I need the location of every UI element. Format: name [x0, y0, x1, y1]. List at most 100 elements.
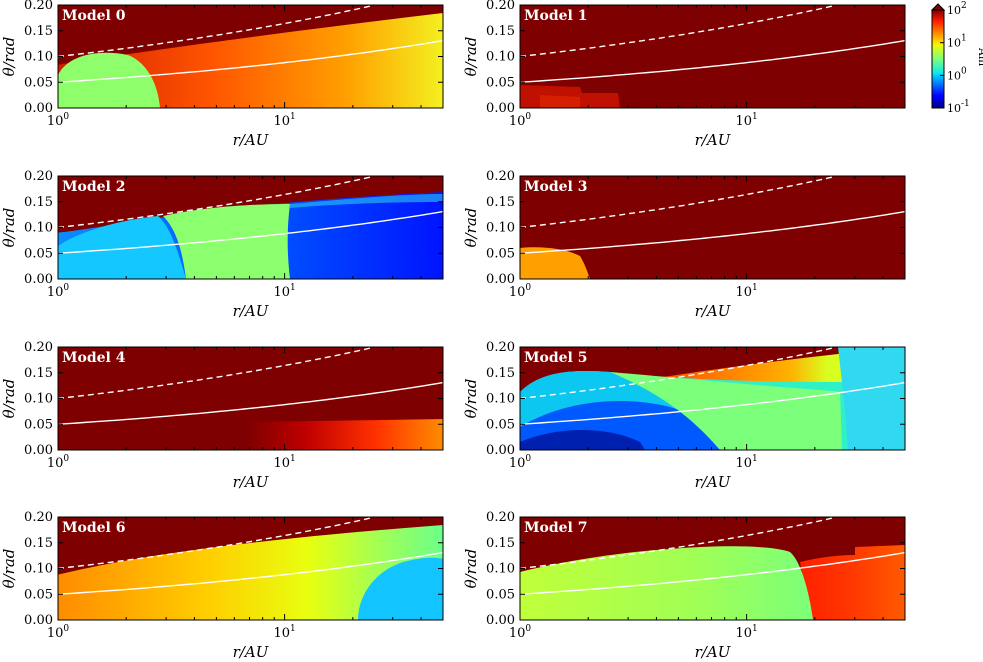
y-axis-label: θ/rad	[462, 208, 480, 248]
solid-curve	[520, 39, 905, 83]
heatmap-2	[58, 176, 443, 279]
colorbar-tick-label: 101	[947, 34, 967, 50]
x-axis-label: r/AU	[695, 302, 732, 320]
panel-0: 0.00 0.05 0.10 0.15 0.20 100 101 Model 0 r/AU θ/r…	[0, 0, 444, 149]
x-tick-label: 100	[47, 112, 70, 129]
y-tick-label: 0.05	[486, 246, 515, 261]
y-tick-label: 0.05	[24, 587, 53, 602]
color-region	[838, 347, 905, 450]
x-axis-label: r/AU	[695, 131, 732, 149]
color-region	[800, 545, 905, 620]
y-tick-label: 0.20	[24, 169, 53, 184]
y-tick-label: 0.20	[24, 340, 53, 355]
y-axis-label: θ/rad	[462, 379, 480, 419]
color-region	[163, 204, 290, 279]
color-region	[248, 419, 443, 450]
y-tick-label: 0.10	[486, 562, 515, 577]
x-axis-label: r/AU	[233, 643, 270, 661]
color-region	[58, 525, 443, 620]
panel-title: Model 4	[62, 350, 126, 366]
x-tick-label: 100	[509, 283, 532, 300]
solid-curve	[520, 551, 905, 595]
x-tick-label: 101	[273, 624, 295, 641]
panel-title: Model 6	[62, 520, 125, 536]
heatmap-4	[58, 347, 443, 450]
heatmap-6	[58, 517, 443, 620]
y-tick-label: 0.05	[24, 75, 53, 90]
colorbar-tick-label: 100	[947, 66, 967, 82]
solid-curve	[520, 381, 905, 425]
y-tick-label: 0.15	[486, 366, 515, 381]
y-tick-label: 0.00	[24, 101, 53, 116]
x-tick-label: 101	[273, 454, 295, 471]
x-axis-label: r/AU	[695, 643, 732, 661]
heatmap-0	[58, 5, 443, 108]
solid-curve	[58, 210, 443, 254]
panel-4: 0.00 0.05 0.10 0.15 0.20 100 101 Model 4 r/AU θ/r…	[0, 340, 444, 491]
y-tick-label: 0.00	[24, 272, 53, 287]
panel-6: 0.00 0.05 0.10 0.15 0.20 100 101 Model 6 r/AU θ/r…	[0, 510, 444, 661]
solid-curve	[58, 551, 443, 595]
heatmap-background	[520, 5, 905, 108]
color-region	[540, 95, 580, 108]
solid-curve	[520, 210, 905, 254]
colorbar-gradient	[931, 9, 945, 109]
y-tick-label: 0.10	[24, 562, 53, 577]
y-tick-label: 0.15	[486, 536, 515, 551]
x-tick-label: 101	[273, 112, 295, 129]
dashed-curve	[520, 347, 835, 400]
heatmap-1	[520, 5, 905, 108]
color-region	[610, 372, 842, 450]
panel-3: 0.00 0.05 0.10 0.15 0.20 100 101 Model 3 r/AU θ/r…	[462, 169, 906, 320]
y-tick-label: 0.20	[486, 510, 515, 525]
y-tick-label: 0.10	[486, 221, 515, 236]
colorbar: 102 101 100 10-1 Am	[930, 1, 983, 115]
x-tick-label: 101	[735, 112, 757, 129]
solid-curve	[58, 381, 443, 425]
y-tick-label: 0.00	[24, 443, 53, 458]
dashed-curve	[520, 5, 835, 58]
color-region	[520, 429, 645, 450]
y-tick-label: 0.20	[486, 169, 515, 184]
x-tick-label: 100	[47, 454, 70, 471]
y-tick-label: 0.05	[486, 587, 515, 602]
y-axis-label: θ/rad	[462, 549, 480, 589]
y-tick-label: 0.15	[24, 195, 53, 210]
y-tick-label: 0.05	[24, 246, 53, 261]
x-tick-label: 100	[47, 283, 70, 300]
y-tick-label: 0.00	[486, 443, 515, 458]
y-tick-label: 0.05	[24, 417, 53, 432]
panel-title: Model 5	[524, 350, 587, 366]
x-tick-label: 100	[509, 112, 532, 129]
colorbar-tick-label: 10-1	[947, 99, 970, 115]
color-region	[58, 52, 160, 108]
y-tick-label: 0.10	[24, 50, 53, 65]
y-tick-label: 0.10	[24, 392, 53, 407]
dashed-curve	[58, 517, 373, 570]
y-tick-label: 0.15	[486, 24, 515, 39]
y-axis-label: θ/rad	[0, 208, 18, 248]
x-tick-label: 101	[735, 283, 757, 300]
dashed-curve	[58, 176, 373, 229]
y-tick-label: 0.15	[24, 366, 53, 381]
y-tick-label: 0.15	[24, 24, 53, 39]
panel-5: 0.00 0.05 0.10 0.15 0.20 100 101 Model 5 r/AU θ/r…	[462, 340, 906, 491]
panel-title: Model 1	[524, 8, 587, 24]
x-axis-label: r/AU	[233, 302, 270, 320]
y-tick-label: 0.15	[486, 195, 515, 210]
panel-1: 0.00 0.05 0.10 0.15 0.20 100 101 Model 1 r/AU θ/r…	[462, 0, 906, 149]
y-axis-label: θ/rad	[0, 549, 18, 589]
y-tick-label: 0.00	[24, 613, 53, 628]
x-tick-label: 101	[735, 454, 757, 471]
heatmap-5	[520, 347, 905, 450]
y-tick-label: 0.05	[486, 417, 515, 432]
y-tick-label: 0.00	[486, 613, 515, 628]
panel-title: Model 2	[62, 179, 125, 195]
heatmap-7	[520, 517, 905, 620]
heatmap-background	[520, 176, 905, 279]
y-tick-label: 0.10	[24, 221, 53, 236]
x-tick-label: 101	[273, 283, 295, 300]
y-tick-label: 0.20	[24, 510, 53, 525]
y-tick-label: 0.20	[486, 340, 515, 355]
